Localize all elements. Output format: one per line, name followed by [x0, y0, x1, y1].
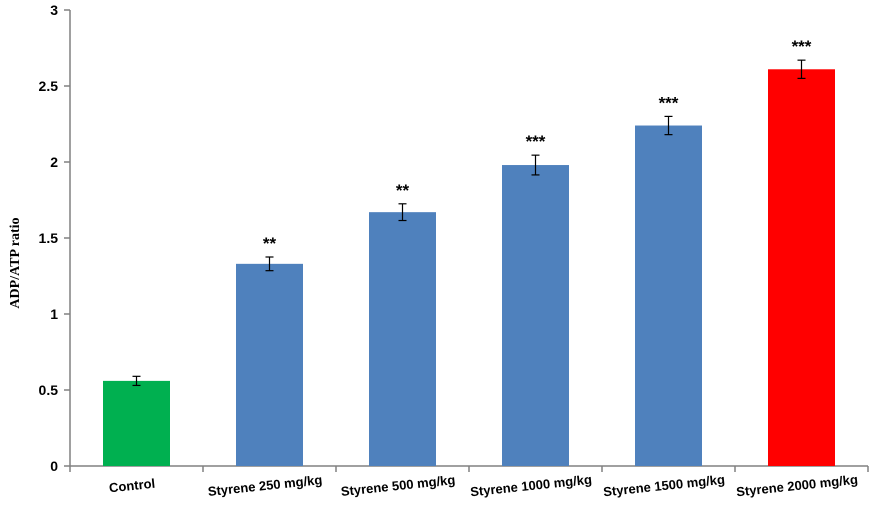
bar: [502, 165, 569, 467]
bar: [635, 125, 702, 467]
x-category-label: Styrene 500 mg/kg: [340, 472, 456, 499]
x-axis: Control Styrene 250 mg/kg Styrene 500 mg/k…: [69, 465, 869, 500]
bars: *************: [103, 37, 835, 467]
significance-label: **: [396, 181, 410, 200]
significance-label: ***: [792, 37, 812, 56]
significance-label: **: [263, 234, 277, 253]
y-tick-label: 2: [50, 154, 58, 170]
y-tick-label: 0: [50, 458, 58, 474]
x-category-label: Styrene 2000 mg/kg: [736, 472, 859, 500]
y-axis: 0 0.5 1 1.5 2 2.5 3: [39, 2, 71, 474]
x-category-label: Styrene 250 mg/kg: [207, 472, 323, 499]
significance-label: ***: [526, 132, 546, 151]
y-tick-label: 3: [50, 2, 58, 18]
bar: [236, 263, 303, 466]
bar: [103, 380, 170, 466]
bar: [768, 69, 835, 466]
significance-label: ***: [659, 93, 679, 112]
bar: [369, 212, 436, 466]
y-tick-label: 1.5: [39, 230, 59, 246]
x-category-label: Styrene 1000 mg/kg: [470, 472, 593, 500]
y-tick-label: 0.5: [39, 382, 59, 398]
x-category-label: Control: [108, 476, 156, 496]
y-tick-label: 2.5: [39, 78, 59, 94]
y-axis-label: ADP/ATP ratio: [8, 217, 23, 308]
x-category-label: Styrene 1500 mg/kg: [603, 472, 726, 500]
y-tick-label: 1: [50, 306, 58, 322]
